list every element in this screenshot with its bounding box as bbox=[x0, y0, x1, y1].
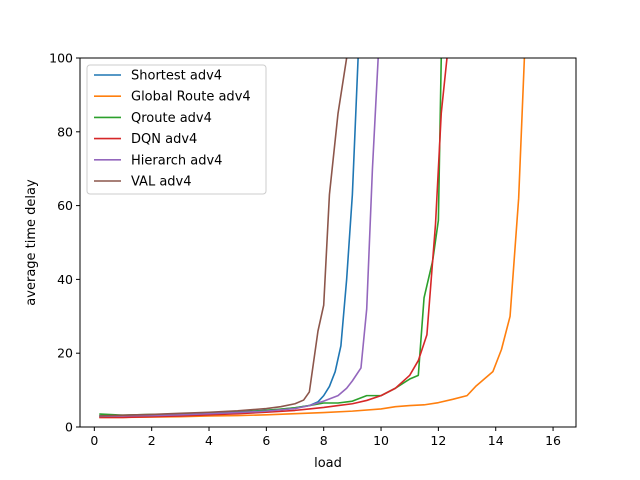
series-layer bbox=[99, 58, 526, 419]
x-tick-label: 4 bbox=[205, 433, 213, 448]
x-tick-label: 0 bbox=[90, 433, 98, 448]
legend-label: Hierarch adv4 bbox=[131, 153, 222, 168]
y-tick-label: 80 bbox=[57, 124, 73, 139]
x-axis-label: load bbox=[314, 456, 342, 471]
y-tick-label: 40 bbox=[57, 272, 73, 287]
legend-label: Global Route adv4 bbox=[131, 90, 251, 105]
x-tick-label: 12 bbox=[430, 433, 446, 448]
y-tick-label: 20 bbox=[57, 346, 73, 361]
legend-label: Shortest adv4 bbox=[131, 69, 222, 84]
y-tick-label: 100 bbox=[49, 51, 73, 66]
y-axis-label: average time delay bbox=[24, 179, 39, 306]
x-tick-label: 14 bbox=[488, 433, 504, 448]
axes-frame bbox=[79, 57, 577, 428]
series-line-4 bbox=[99, 58, 379, 418]
legend: Shortest adv4 Global Route adv4 Qroute adv… bbox=[86, 64, 267, 195]
legend-label: VAL adv4 bbox=[131, 175, 192, 190]
y-axis: 0 20 40 60 80 100 bbox=[49, 51, 80, 435]
x-tick-label: 6 bbox=[262, 433, 270, 448]
series-line-1 bbox=[99, 58, 526, 419]
legend-frame bbox=[86, 64, 267, 195]
x-tick-label: 8 bbox=[320, 433, 328, 448]
series-line-5 bbox=[99, 58, 348, 417]
x-tick-label: 10 bbox=[373, 433, 389, 448]
y-tick-label: 60 bbox=[57, 198, 73, 213]
series-line-3 bbox=[99, 58, 448, 419]
x-tick-label: 2 bbox=[148, 433, 156, 448]
x-tick-label: 16 bbox=[545, 433, 561, 448]
legend-label: DQN adv4 bbox=[131, 132, 197, 147]
legend-label: Qroute adv4 bbox=[131, 111, 212, 126]
y-tick-label: 0 bbox=[65, 420, 73, 435]
x-axis: 0 2 4 6 8 10 12 14 16 bbox=[90, 427, 561, 448]
